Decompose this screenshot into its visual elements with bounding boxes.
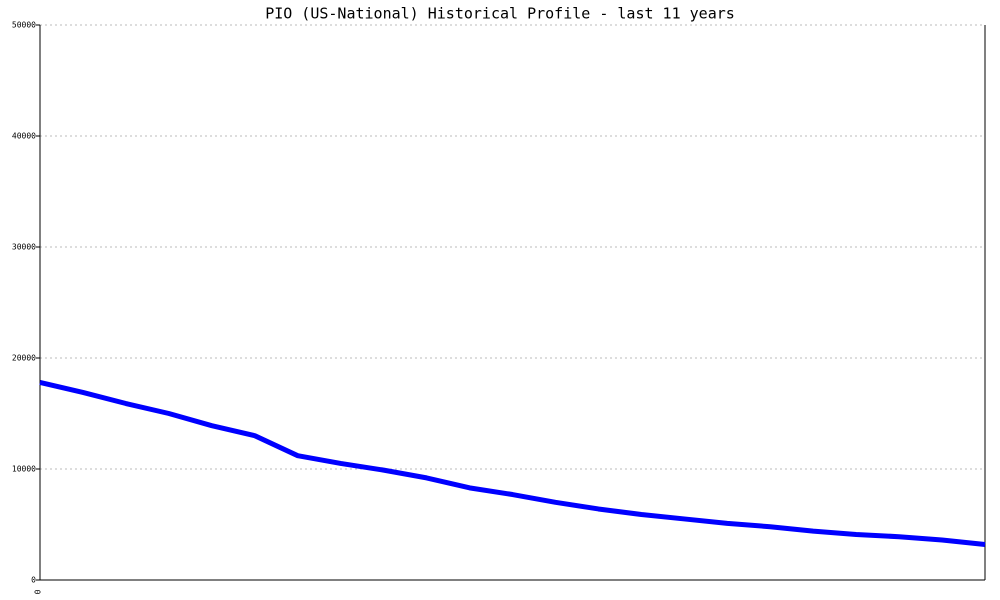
y-tick-label: 0 [31,576,36,585]
y-tick-label: 10000 [12,465,36,474]
y-tick-label: 20000 [12,354,36,363]
line [39,379,986,547]
chart-title: PIO (US-National) Historical Profile - l… [265,5,735,23]
y-tick-label: 40000 [12,132,36,141]
y-tick-label: 30000 [12,243,36,252]
y-tick-label: 50000 [12,21,36,30]
x-tick-label: 0 [34,589,43,594]
